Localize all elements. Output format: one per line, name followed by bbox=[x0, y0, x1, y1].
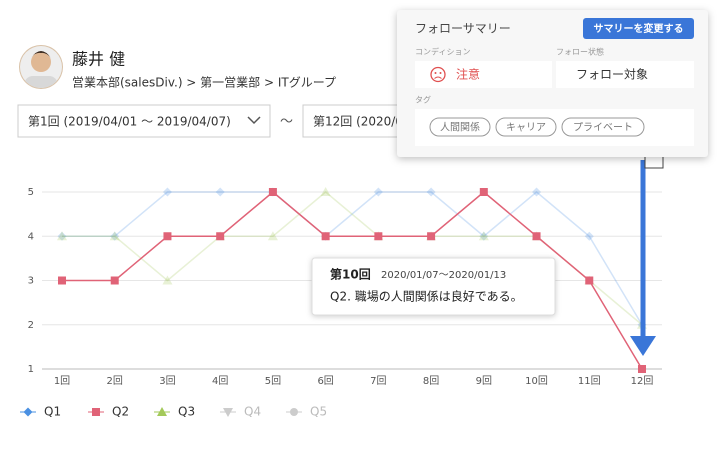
x-tick-label: 3回 bbox=[159, 375, 175, 387]
y-tick-label: 2 bbox=[28, 320, 34, 331]
point bbox=[532, 187, 542, 197]
x-tick-label: 10回 bbox=[525, 375, 548, 387]
summary-popover: フォローサマリー サマリーを変更する コンディション フォロー状態 注意 フォロ… bbox=[397, 10, 708, 157]
tag-label: 人間関係 bbox=[440, 122, 480, 134]
point bbox=[290, 408, 298, 416]
tag bbox=[561, 117, 645, 137]
period-start-select[interactable] bbox=[17, 104, 271, 138]
change-button[interactable] bbox=[583, 18, 694, 39]
legend-label: Q1 bbox=[44, 405, 61, 419]
legend-label: Q2 bbox=[112, 405, 129, 419]
tag bbox=[495, 117, 557, 137]
point bbox=[92, 408, 100, 416]
tags-label: タグ bbox=[415, 95, 431, 105]
point bbox=[57, 231, 67, 241]
tag-label: キャリア bbox=[506, 123, 546, 134]
point bbox=[426, 187, 436, 197]
point bbox=[479, 231, 489, 241]
x-tick-label: 8回 bbox=[423, 375, 439, 387]
period-end: 第12回 (2020/0 bbox=[313, 115, 403, 129]
point bbox=[268, 188, 277, 196]
status-label: フォロー状態 bbox=[556, 47, 604, 57]
x-tick-label: 1回 bbox=[54, 375, 70, 387]
condition-label: コンディション bbox=[415, 47, 470, 57]
x-tick-label: 11回 bbox=[578, 375, 601, 387]
point bbox=[479, 188, 488, 196]
y-tick-label: 1 bbox=[28, 364, 34, 375]
point bbox=[23, 407, 33, 417]
x-tick-label: 4回 bbox=[212, 375, 228, 387]
x-tick-label: 12回 bbox=[631, 375, 654, 387]
point bbox=[638, 365, 646, 373]
point bbox=[585, 276, 594, 285]
y-tick-label: 3 bbox=[28, 276, 34, 287]
y-tick-label: 5 bbox=[28, 187, 34, 198]
tooltip-text: Q2. 職場の人間関係は良好である。 bbox=[330, 289, 523, 304]
condition-box bbox=[415, 61, 552, 88]
status-box bbox=[556, 61, 694, 88]
x-tick-label: 9回 bbox=[476, 375, 492, 387]
point bbox=[584, 231, 594, 241]
tag bbox=[429, 117, 491, 137]
point bbox=[58, 276, 66, 285]
y-tick-label: 4 bbox=[28, 231, 34, 242]
department: 営業本部(salesDiv.) > 第一営業部 > ITグループ bbox=[72, 75, 336, 90]
button-label: サマリーを変更する bbox=[594, 22, 684, 35]
period-separator: 〜 bbox=[280, 115, 293, 130]
point bbox=[110, 276, 119, 285]
period-start: 第1回 (2019/04/01 〜 2019/04/07) bbox=[28, 115, 231, 129]
user-name: 藤井 健 bbox=[72, 50, 125, 69]
arrow-head bbox=[630, 336, 656, 356]
point bbox=[320, 187, 331, 196]
point bbox=[267, 231, 278, 241]
point bbox=[373, 187, 383, 197]
condition: 注意 bbox=[456, 67, 480, 82]
legend-label: Q5 bbox=[310, 405, 327, 419]
point bbox=[216, 232, 225, 241]
legend-label: Q3 bbox=[178, 405, 195, 419]
point bbox=[162, 187, 172, 197]
summary-title: フォローサマリー bbox=[415, 22, 511, 36]
point bbox=[110, 231, 120, 241]
point bbox=[163, 232, 172, 241]
point bbox=[57, 231, 67, 241]
point bbox=[215, 187, 225, 197]
tag-label: プライベート bbox=[573, 122, 633, 134]
legend-label: Q4 bbox=[244, 405, 261, 419]
point bbox=[478, 231, 489, 241]
point bbox=[532, 232, 541, 241]
x-tick-label: 6回 bbox=[317, 375, 333, 387]
point bbox=[157, 407, 167, 416]
tooltip-title: 第10回 bbox=[330, 267, 371, 282]
series-line bbox=[62, 191, 643, 326]
point bbox=[162, 275, 173, 285]
point bbox=[427, 232, 436, 241]
tooltip-dates: 2020/01/07〜2020/01/13 bbox=[381, 270, 506, 281]
point bbox=[109, 231, 120, 241]
x-tick-label: 2回 bbox=[107, 375, 123, 387]
point bbox=[321, 232, 330, 241]
status: フォロー対象 bbox=[576, 68, 648, 82]
point bbox=[374, 232, 383, 241]
x-tick-label: 5回 bbox=[265, 375, 281, 387]
series-line bbox=[62, 191, 643, 370]
point bbox=[223, 408, 233, 417]
x-tick-label: 7回 bbox=[370, 375, 386, 387]
tooltip: 第10回 2020/01/07〜2020/01/13 Q2. 職場の人間関係は良… bbox=[311, 257, 556, 316]
